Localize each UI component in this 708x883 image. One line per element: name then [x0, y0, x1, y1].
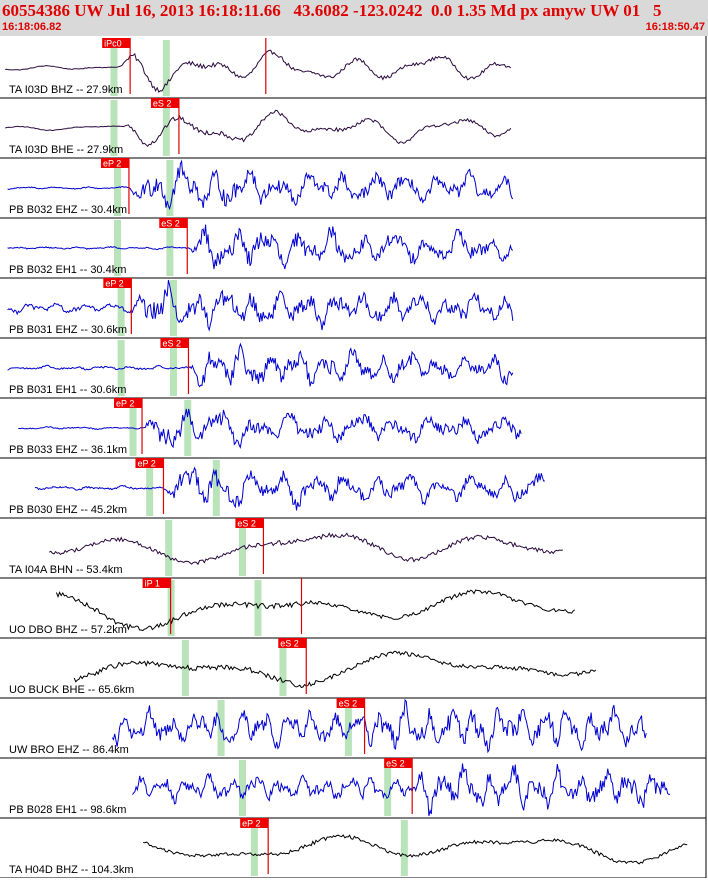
trace-row-2: eS 2 TA I03D BHE -- 27.9km [0, 98, 706, 159]
trace-row-6: eS 2 PB B031 EH1 -- 30.6km [0, 338, 706, 399]
time-window-1 [117, 280, 125, 336]
time-window-2 [162, 100, 170, 156]
trace-row-7: eP 2 PB B033 EHZ -- 36.1km [0, 398, 706, 459]
waveform [7, 159, 514, 211]
trace-row-11: eS 2 UO BUCK BHE -- 65.6km [0, 638, 706, 699]
time-window-1 [250, 820, 258, 876]
station-label: PB B031 EH1 -- 30.6km [9, 384, 126, 396]
waveform [5, 109, 512, 148]
station-label: PB B032 EH1 -- 30.4km [9, 264, 126, 276]
pick-label-box [336, 698, 365, 708]
header-bar: 60554386 UW Jul 16, 2013 16:18:11.66 43.… [0, 0, 708, 36]
pick-label-box [150, 98, 179, 108]
waveform [34, 466, 545, 511]
pick-label: eS 2 [339, 699, 358, 709]
trace-row-13: eS 2 PB B028 EH1 -- 98.6km [0, 758, 706, 819]
pick-label: eS 2 [280, 639, 299, 649]
seismogram-plot: iPc0 TA I03D BHZ -- 27.9km eS 2 TA I03D BHE… [0, 36, 708, 879]
event-title: 60554386 UW Jul 16, 2013 16:18:11.66 43.… [2, 1, 662, 20]
station-label: PB B032 EHZ -- 30.4km [9, 204, 127, 216]
time-window-2 [169, 280, 177, 336]
pick-label: eP 2 [105, 279, 123, 289]
time-window-2 [169, 340, 177, 396]
station-label: UO DBO BHZ -- 57.2km [9, 624, 127, 636]
waveform [132, 763, 671, 817]
trace-row-9: eS 2 TA I04A BHN -- 53.4km [0, 518, 706, 579]
trace-row-8: eP 2 PB B030 EHZ -- 45.2km [0, 458, 706, 519]
time-window-1 [114, 160, 122, 216]
time-window-1 [165, 520, 173, 576]
trace-row-14: eP 2 TA H04D BHZ -- 104.3km [0, 818, 706, 879]
time-window-2 [212, 460, 220, 516]
station-label: TA I03D BHZ -- 27.9km [9, 84, 123, 96]
waveform [7, 342, 514, 388]
time-window-2 [384, 760, 392, 816]
seismogram-svg: iPc0 TA I03D BHZ -- 27.9km eS 2 TA I03D BHE… [0, 36, 707, 879]
time-window-2 [184, 400, 192, 456]
trace-row-1: iPc0 TA I03D BHZ -- 27.9km [0, 38, 706, 99]
trace-row-10: iP 1 UO DBO BHZ -- 57.2km [0, 578, 706, 639]
trace-row-3: eP 2 PB B032 EHZ -- 30.4km [0, 158, 706, 219]
time-window-1 [110, 100, 118, 156]
pick-label-box [102, 38, 131, 48]
pick-label-box [114, 398, 143, 408]
waveform [73, 650, 597, 689]
pick-label-box [240, 818, 269, 828]
station-label: PB B033 EHZ -- 36.1km [9, 444, 127, 456]
pick-label: eS 2 [153, 99, 172, 109]
station-label: PB B031 EHZ -- 30.6km [9, 324, 127, 336]
time-window-2 [239, 520, 246, 576]
time-window-1 [239, 760, 246, 816]
station-label: PB B030 EHZ -- 45.2km [9, 504, 127, 516]
waveform [7, 224, 514, 270]
pick-label: eP 2 [103, 159, 121, 169]
pick-label: iPc0 [104, 39, 122, 49]
waveform [5, 49, 512, 93]
pick-label-box [135, 458, 164, 468]
pick-label-box [160, 338, 189, 348]
station-label: UO BUCK BHE -- 65.6km [9, 684, 134, 696]
time-window-1 [110, 40, 118, 96]
pick-label-box [384, 758, 413, 768]
waveform [48, 532, 563, 566]
waveform [143, 834, 688, 865]
pick-label-box [235, 518, 264, 528]
pick-label-box [159, 218, 188, 228]
trace-row-4: eS 2 PB B032 EH1 -- 30.4km [0, 218, 706, 279]
pick-label: eS 2 [386, 759, 405, 769]
time-window-1 [117, 340, 125, 396]
trace-row-5: eP 2 PB B031 EHZ -- 30.6km [0, 278, 706, 339]
pick-label-box [100, 158, 129, 168]
waveform [55, 589, 576, 632]
pick-label: eP 2 [137, 459, 155, 469]
station-label: PB B028 EH1 -- 98.6km [9, 804, 126, 816]
pick-label-box [278, 638, 307, 648]
trace-row-12: eS 2 UW BRO EHZ -- 86.4km [0, 698, 706, 759]
time-window-2 [166, 220, 174, 276]
station-label: TA I03D BHE -- 27.9km [9, 144, 123, 156]
pick-label: eP 2 [116, 399, 134, 409]
end-time: 16:18:50.47 [645, 21, 705, 33]
time-window-1 [217, 700, 225, 756]
time-window-1 [146, 460, 154, 516]
time-window-2 [279, 640, 287, 696]
pick-label: eS 2 [162, 339, 181, 349]
waveform [111, 698, 647, 754]
waveform [7, 279, 514, 332]
pick-label: eS 2 [237, 519, 256, 529]
start-time: 16:18:06.82 [2, 21, 62, 33]
pick-label-box [103, 278, 132, 288]
time-window-2 [166, 160, 174, 216]
pick-label: iP 1 [145, 579, 160, 589]
waveform [18, 408, 522, 449]
station-label: TA I04A BHN -- 53.4km [9, 564, 123, 576]
station-label: UW BRO EHZ -- 86.4km [9, 744, 129, 756]
pick-label: eP 2 [242, 819, 260, 829]
time-window-2 [162, 40, 170, 96]
time-window-2 [344, 700, 352, 756]
time-window-2 [400, 820, 408, 876]
pick-label-box [142, 578, 171, 588]
station-label: TA H04D BHZ -- 104.3km [9, 864, 134, 876]
pick-label: eS 2 [161, 219, 180, 229]
